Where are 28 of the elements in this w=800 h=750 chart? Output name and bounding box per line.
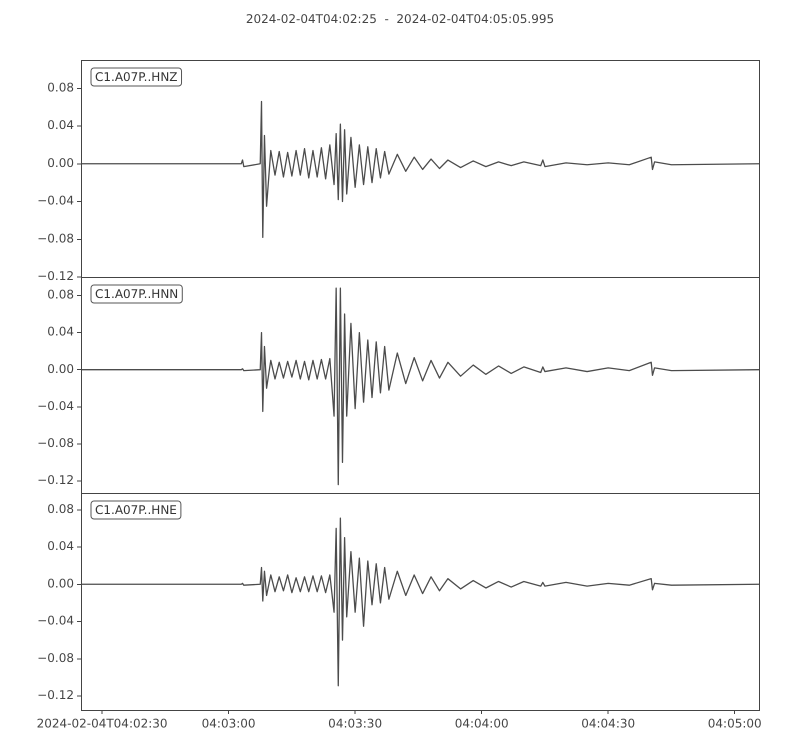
y-tick-label: −0.08 <box>37 231 74 246</box>
x-tick-label: 04:03:00 <box>202 716 256 730</box>
y-tick-label: 0.00 <box>47 576 74 590</box>
annotation: C1.A07P..HNN <box>95 287 178 302</box>
x-tick-label: 2024-02-04T04:02:30 <box>36 716 168 730</box>
x-tick-label: 04:05:00 <box>708 716 762 730</box>
annotation: C1.A07P..HNZ <box>95 70 178 84</box>
y-tick-label: −0.12 <box>37 269 74 284</box>
y-tick-label: −0.12 <box>37 688 74 702</box>
y-tick-label: −0.04 <box>37 194 74 208</box>
annotation: C1.A07P..HNE <box>95 503 177 518</box>
y-tick-label: 0.04 <box>47 324 74 339</box>
y-tick-label: −0.04 <box>37 614 74 628</box>
x-tick-label: 04:04:30 <box>581 716 636 730</box>
y-tick-label: 0.04 <box>47 118 74 132</box>
x-tick-label: 04:03:30 <box>328 716 382 730</box>
x-tick-label: 04:04:00 <box>454 716 509 730</box>
y-tick-label: 0.00 <box>47 156 74 170</box>
y-tick-label: −0.12 <box>37 473 74 488</box>
y-tick-label: 0.00 <box>47 362 74 376</box>
y-tick-label: 0.04 <box>47 539 74 554</box>
y-tick-label: −0.04 <box>37 398 74 413</box>
y-tick-label: 0.08 <box>47 80 74 94</box>
y-tick-label: 0.08 <box>47 288 74 302</box>
y-tick-label: 0.08 <box>47 502 74 516</box>
y-tick-label: −0.08 <box>37 650 74 665</box>
chart-title: 2024-02-04T04:02:25 - 2024-02-04T04:05:05.995 <box>244 12 556 26</box>
y-tick-label: −0.08 <box>37 436 74 450</box>
